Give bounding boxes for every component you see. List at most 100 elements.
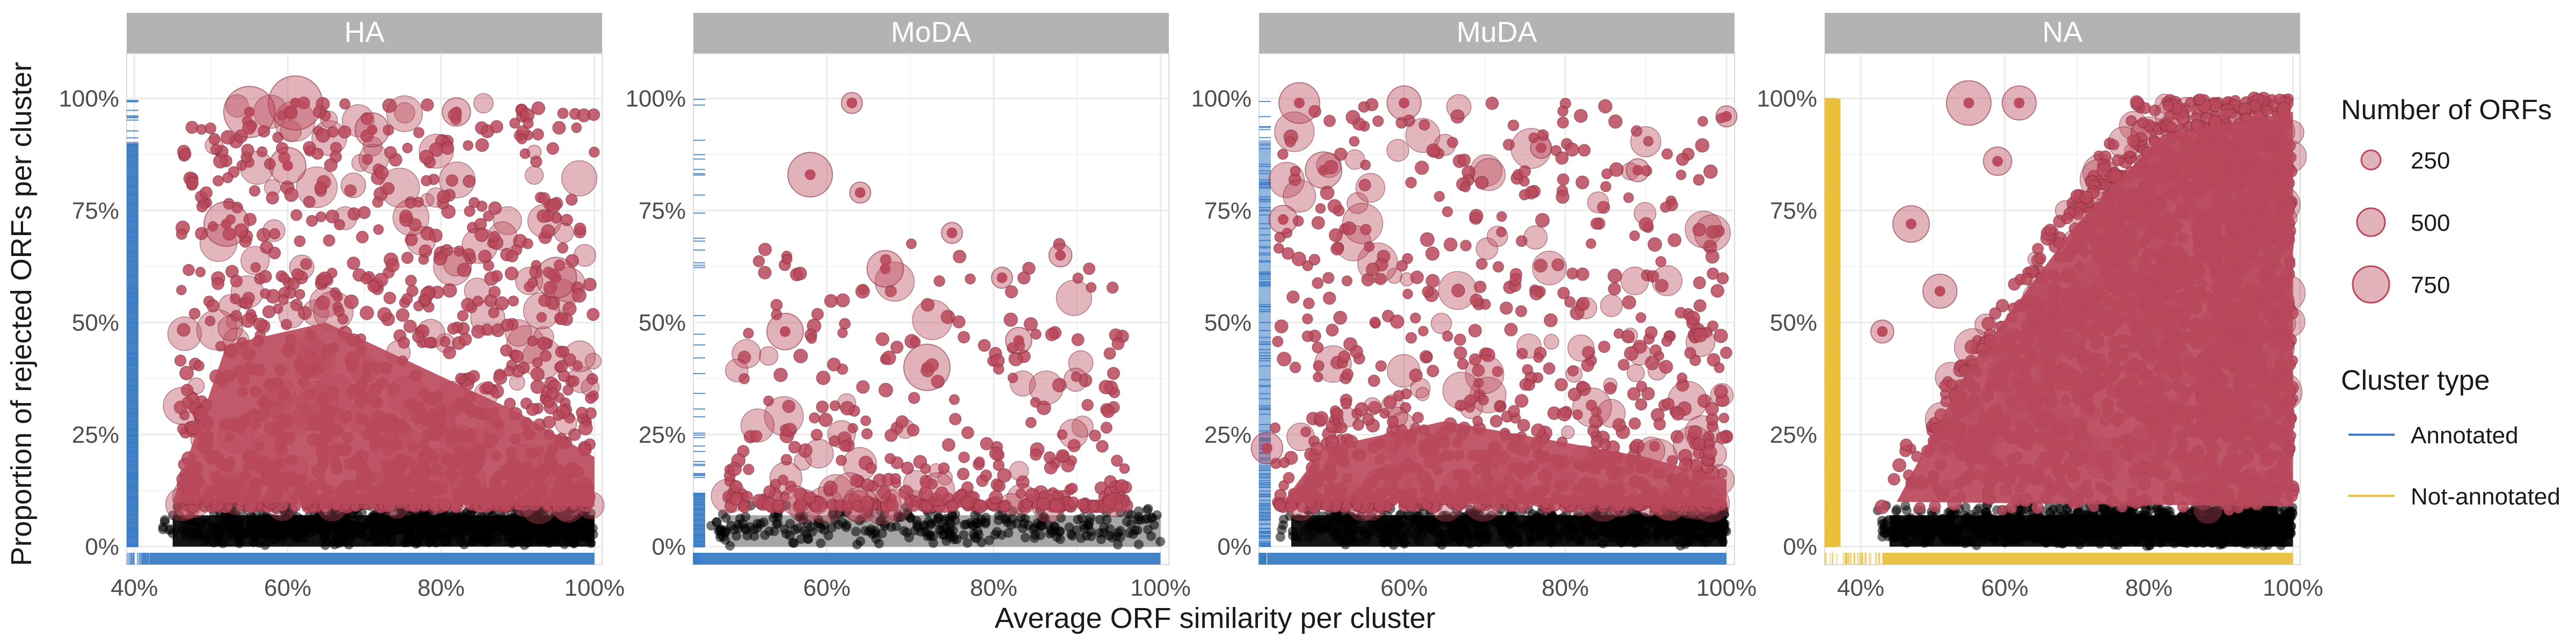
point (1655, 256, 1667, 267)
point (451, 106, 462, 118)
y-tick-label: 25% (1770, 422, 1817, 448)
point (811, 308, 824, 321)
point (1474, 280, 1487, 294)
point (500, 318, 514, 332)
point (347, 256, 361, 270)
point (558, 346, 569, 357)
point (778, 474, 788, 486)
point (1426, 364, 1439, 378)
point (1313, 360, 1324, 372)
point (208, 133, 221, 145)
point (457, 262, 472, 277)
point (1504, 323, 1518, 336)
point (1422, 286, 1434, 298)
point (1635, 398, 1648, 411)
point (199, 186, 213, 200)
point (1290, 166, 1301, 177)
point (1023, 317, 1038, 332)
point (1100, 421, 1113, 434)
point (1517, 419, 1531, 432)
point (1025, 488, 1040, 502)
point (1557, 287, 1570, 299)
point (773, 368, 788, 382)
point (1460, 181, 1471, 193)
point (1111, 337, 1125, 350)
point (1635, 312, 1646, 323)
point (1115, 479, 1129, 493)
point (1425, 274, 1440, 288)
point (472, 295, 484, 307)
point (572, 288, 587, 303)
point (942, 438, 956, 452)
point (357, 206, 371, 219)
point (1585, 238, 1597, 249)
point (266, 191, 280, 205)
point (282, 160, 294, 171)
point (949, 394, 960, 405)
point (581, 378, 600, 397)
point (1308, 253, 1321, 266)
point (993, 363, 1005, 375)
point (405, 274, 417, 287)
point (1714, 362, 1725, 374)
point (1714, 384, 1728, 399)
point (1608, 114, 1623, 129)
point (1441, 206, 1453, 217)
point (186, 176, 199, 189)
point (474, 228, 489, 243)
y-tick-label: 100% (1757, 86, 1817, 112)
point (510, 349, 524, 363)
point (816, 370, 831, 385)
point (920, 463, 931, 474)
point (957, 331, 970, 343)
point (1557, 116, 1569, 129)
point (516, 134, 528, 144)
point (980, 437, 993, 451)
point (546, 387, 559, 400)
rug-band (1259, 143, 1271, 547)
point (294, 289, 305, 300)
point (561, 160, 598, 196)
point (1322, 291, 1336, 305)
point (1004, 312, 1018, 327)
point (1475, 175, 1489, 190)
y-tick-label: 100% (58, 86, 119, 112)
point (195, 267, 206, 277)
point (420, 175, 433, 187)
point (259, 270, 272, 283)
point (475, 138, 489, 152)
point (1684, 347, 1696, 359)
point (504, 266, 519, 281)
point (1286, 290, 1300, 304)
point (401, 293, 413, 305)
point (1716, 431, 1729, 444)
point (482, 381, 494, 393)
point (1671, 406, 1685, 421)
x-tick-label: 80% (418, 575, 465, 601)
point (565, 193, 578, 206)
point (1426, 143, 1441, 158)
point (457, 310, 469, 322)
point (441, 141, 455, 155)
point (1697, 116, 1708, 127)
point (1017, 271, 1031, 285)
point (906, 238, 917, 250)
point (961, 426, 975, 440)
point (1695, 138, 1710, 153)
point (419, 150, 434, 165)
point (1628, 417, 1641, 430)
point (530, 379, 545, 394)
point (880, 488, 913, 521)
point (402, 142, 413, 153)
point (1693, 299, 1707, 312)
rug-band (693, 493, 705, 547)
point (1554, 378, 1568, 392)
point (742, 491, 753, 502)
point (1607, 268, 1622, 283)
point (552, 121, 566, 135)
point (1330, 242, 1344, 256)
point (1106, 281, 1119, 294)
point (455, 372, 466, 384)
point (836, 455, 847, 466)
point (1341, 275, 1353, 287)
